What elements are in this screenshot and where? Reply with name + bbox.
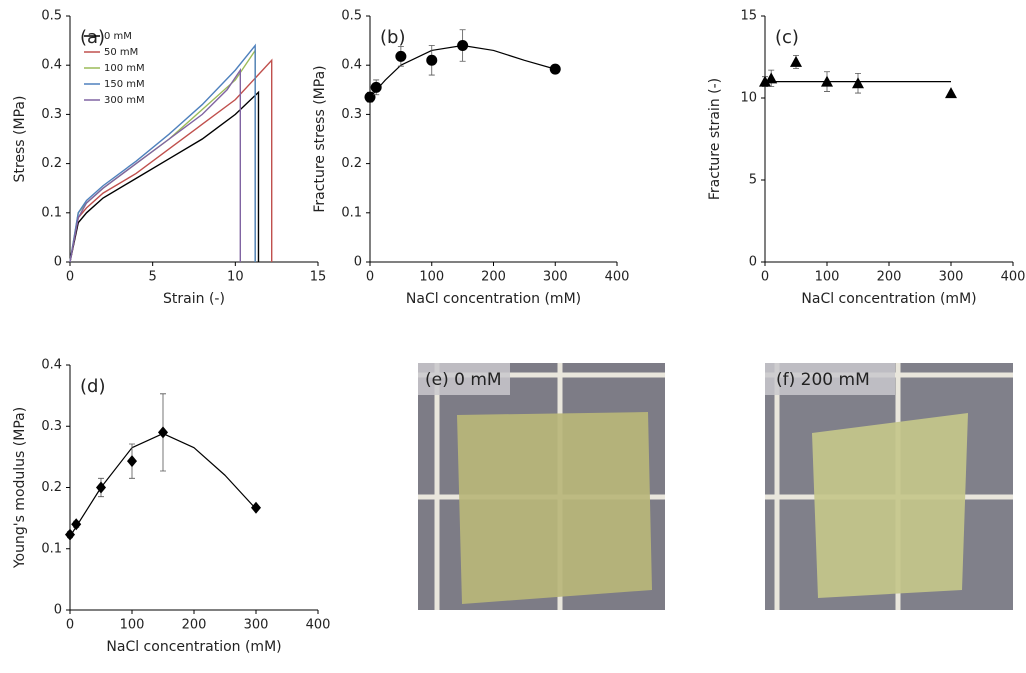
x-tick-label: 300 (244, 618, 269, 633)
y-tick-label: 5 (749, 173, 757, 188)
y-tick-label: 0.3 (341, 107, 362, 122)
series-line (69, 90, 260, 263)
photo-f: (f) 200 mM (765, 363, 1013, 610)
chart-panel: 0 100 200 300 400 0 0.1 0.2 0.3 0.4 NaCl concentra… (12, 358, 330, 656)
y-tick-label: 0.5 (341, 9, 362, 24)
series-line (69, 48, 256, 263)
x-axis-label: NaCl concentration (mM) (106, 639, 281, 655)
x-tick-label: 15 (310, 270, 327, 285)
y-tick-label: 0.2 (41, 480, 62, 495)
y-axis-label: Young's modulus (MPa) (12, 407, 28, 569)
data-point (821, 75, 833, 87)
gel-sample (457, 412, 652, 604)
data-point (765, 72, 778, 84)
x-tick-label: 400 (605, 270, 630, 285)
data-point (96, 481, 106, 494)
x-tick-label: 5 (149, 270, 157, 285)
photo-label: (e) 0 mM (425, 370, 502, 390)
data-point (426, 54, 438, 66)
data-point (395, 50, 407, 62)
legend-label: 300 mM (104, 95, 145, 106)
series-line (69, 43, 256, 263)
label-background (765, 363, 895, 395)
data-point (364, 91, 376, 103)
x-tick-label: 400 (1001, 270, 1026, 285)
y-tick-label: 0.1 (341, 205, 362, 220)
y-tick-label: 0 (749, 255, 757, 270)
y-tick-label: 0.2 (341, 156, 362, 171)
x-tick-label: 400 (306, 618, 331, 633)
y-tick-label: 0.4 (41, 58, 62, 73)
chart-panel: 0 5 10 15 0 0.1 0.2 0.3 0.4 0.5 Strain (-) Stress (… (12, 9, 326, 308)
y-tick-label: 0.4 (41, 358, 62, 373)
y-axis-label: Stress (MPa) (12, 96, 28, 183)
data-point (790, 55, 802, 67)
y-tick-label: 0.5 (41, 9, 62, 24)
data-point (251, 501, 261, 514)
data-point (945, 87, 957, 99)
y-axis-label: Fracture strain (-) (707, 78, 723, 200)
panel-annotation: (b) (380, 27, 405, 48)
data-point (127, 455, 137, 468)
panel-annotation: (c) (775, 27, 799, 48)
x-tick-label: 0 (66, 270, 74, 285)
series-line (69, 58, 273, 263)
x-tick-label: 100 (419, 270, 444, 285)
data-point (759, 75, 771, 87)
y-axis-label: Fracture stress (MPa) (312, 65, 328, 212)
y-tick-label: 0.3 (41, 107, 62, 122)
data-point (370, 81, 382, 93)
x-tick-label: 300 (939, 270, 964, 285)
y-tick-label: 0 (54, 603, 62, 618)
fit-curve (369, 44, 556, 98)
y-tick-label: 0.1 (41, 205, 62, 220)
x-axis-label: NaCl concentration (mM) (801, 291, 976, 307)
y-tick-label: 0 (54, 255, 62, 270)
x-tick-label: 200 (182, 618, 207, 633)
y-tick-label: 0.4 (341, 58, 362, 73)
legend-label: 150 mM (104, 79, 145, 90)
y-tick-label: 10 (740, 91, 757, 106)
y-tick-label: 0.3 (41, 419, 62, 434)
data-point (457, 40, 469, 52)
series-line (69, 67, 241, 263)
y-tick-label: 15 (740, 9, 757, 24)
x-tick-label: 100 (120, 618, 145, 633)
x-tick-label: 100 (815, 270, 840, 285)
y-tick-label: 0.1 (41, 541, 62, 556)
photo-e: (e) 0 mM (418, 363, 665, 610)
x-axis-label: NaCl concentration (mM) (406, 291, 581, 307)
x-tick-label: 200 (481, 270, 506, 285)
y-tick-label: 0.2 (41, 156, 62, 171)
data-point (65, 528, 75, 541)
panel-annotation: (d) (80, 376, 105, 397)
data-point (852, 77, 864, 89)
label-background (418, 363, 510, 395)
y-tick-label: 0 (354, 255, 362, 270)
gel-sample (812, 413, 968, 598)
data-point (71, 518, 82, 531)
legend-label: 0 mM (104, 31, 132, 42)
x-tick-label: 300 (543, 270, 568, 285)
x-tick-label: 200 (877, 270, 902, 285)
legend-label: 100 mM (104, 63, 145, 74)
x-axis-label: Strain (-) (163, 291, 225, 307)
x-tick-label: 0 (366, 270, 374, 285)
x-tick-label: 0 (761, 270, 769, 285)
x-tick-label: 10 (227, 270, 244, 285)
data-point (549, 63, 561, 75)
panel-annotation: (a) (80, 27, 105, 48)
chart-panel: 0 100 200 300 400 0 0.1 0.2 0.3 0.4 0.5 NaCl concen… (312, 9, 629, 308)
legend-label: 50 mM (104, 47, 138, 58)
x-tick-label: 0 (66, 618, 74, 633)
photo-label: (f) 200 mM (776, 370, 870, 390)
chart-panel: 0 100 200 300 400 0 5 10 15 NaCl concentration (m… (707, 9, 1025, 308)
data-point (158, 426, 168, 439)
